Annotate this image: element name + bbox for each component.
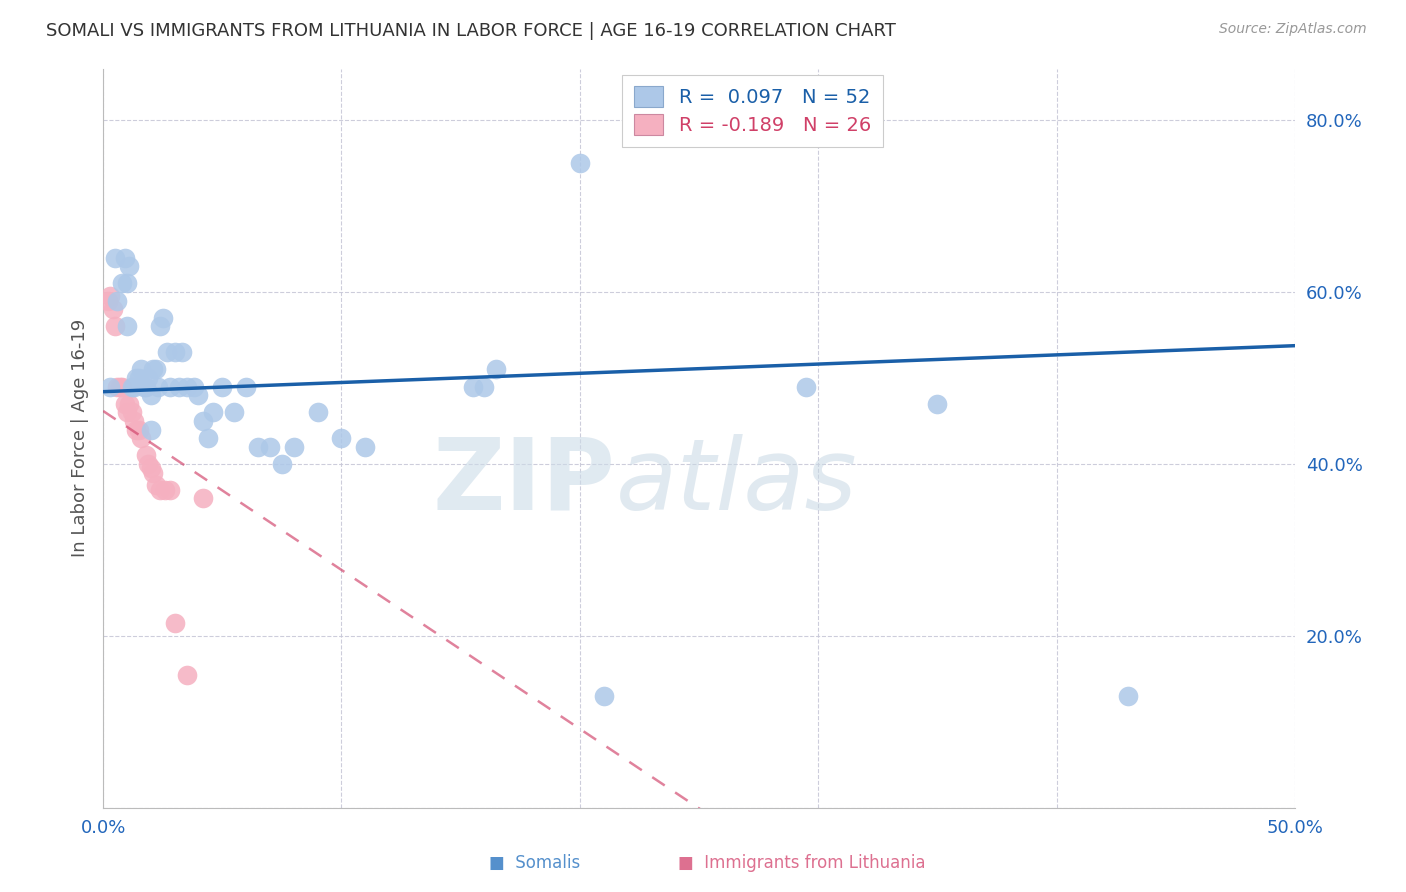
Text: SOMALI VS IMMIGRANTS FROM LITHUANIA IN LABOR FORCE | AGE 16-19 CORRELATION CHART: SOMALI VS IMMIGRANTS FROM LITHUANIA IN L… [46,22,896,40]
Point [1116,689,1139,703]
Point [270,457,292,471]
Point [485,362,508,376]
Point [122,379,145,393]
Point [118,397,141,411]
Point [183,379,205,393]
Point [97,293,120,308]
Point [107,379,129,393]
Point [163,345,186,359]
Point [139,461,162,475]
Point [149,483,172,497]
Point [307,405,329,419]
Text: ■  Immigrants from Lithuania: ■ Immigrants from Lithuania [678,855,925,872]
Point [170,345,193,359]
Point [101,302,124,317]
Point [474,379,496,393]
Point [211,379,233,393]
Point [354,440,377,454]
Point [98,289,121,303]
Point [330,431,353,445]
Point [149,319,172,334]
Point [187,388,209,402]
Point [142,362,165,376]
Point [153,483,176,497]
Text: ■  Somalis: ■ Somalis [489,855,579,872]
Point [115,405,138,419]
Point [176,379,198,393]
Point [107,293,129,308]
Point [111,379,134,393]
Point [135,448,157,462]
Point [224,405,246,419]
Point [283,440,305,454]
Y-axis label: In Labor Force | Age 16-19: In Labor Force | Age 16-19 [72,319,89,558]
Point [104,251,127,265]
Point [176,667,198,681]
Legend: R =  0.097   N = 52, R = -0.189   N = 26: R = 0.097 N = 52, R = -0.189 N = 26 [623,75,883,147]
Point [152,310,174,325]
Point [259,440,281,454]
Point [128,423,150,437]
Text: Source: ZipAtlas.com: Source: ZipAtlas.com [1219,22,1367,37]
Point [461,379,484,393]
Point [163,615,186,630]
Point [927,397,949,411]
Point [104,319,127,334]
Point [592,689,614,703]
Point [114,251,136,265]
Point [121,405,143,419]
Text: atlas: atlas [616,434,858,531]
Point [146,379,169,393]
Point [114,397,136,411]
Point [145,362,167,376]
Point [115,319,138,334]
Point [129,431,152,445]
Point [142,466,165,480]
Point [122,414,145,428]
Point [98,379,121,393]
Point [197,431,219,445]
Point [135,379,157,393]
Point [118,259,141,273]
Point [125,371,148,385]
Point [201,405,224,419]
Point [247,440,270,454]
Point [132,379,155,393]
Point [138,457,160,471]
Point [139,388,162,402]
Point [235,379,257,393]
Point [156,345,179,359]
Point [794,379,817,393]
Point [159,483,181,497]
Point [125,423,148,437]
Point [115,277,138,291]
Point [111,277,134,291]
Point [129,362,152,376]
Point [159,379,181,393]
Point [139,423,162,437]
Point [145,478,167,492]
Point [169,379,191,393]
Point [121,379,143,393]
Point [108,379,131,393]
Point [193,491,215,506]
Point [138,371,160,385]
Point [193,414,215,428]
Point [128,371,150,385]
Text: ZIP: ZIP [433,434,616,531]
Point [568,156,591,170]
